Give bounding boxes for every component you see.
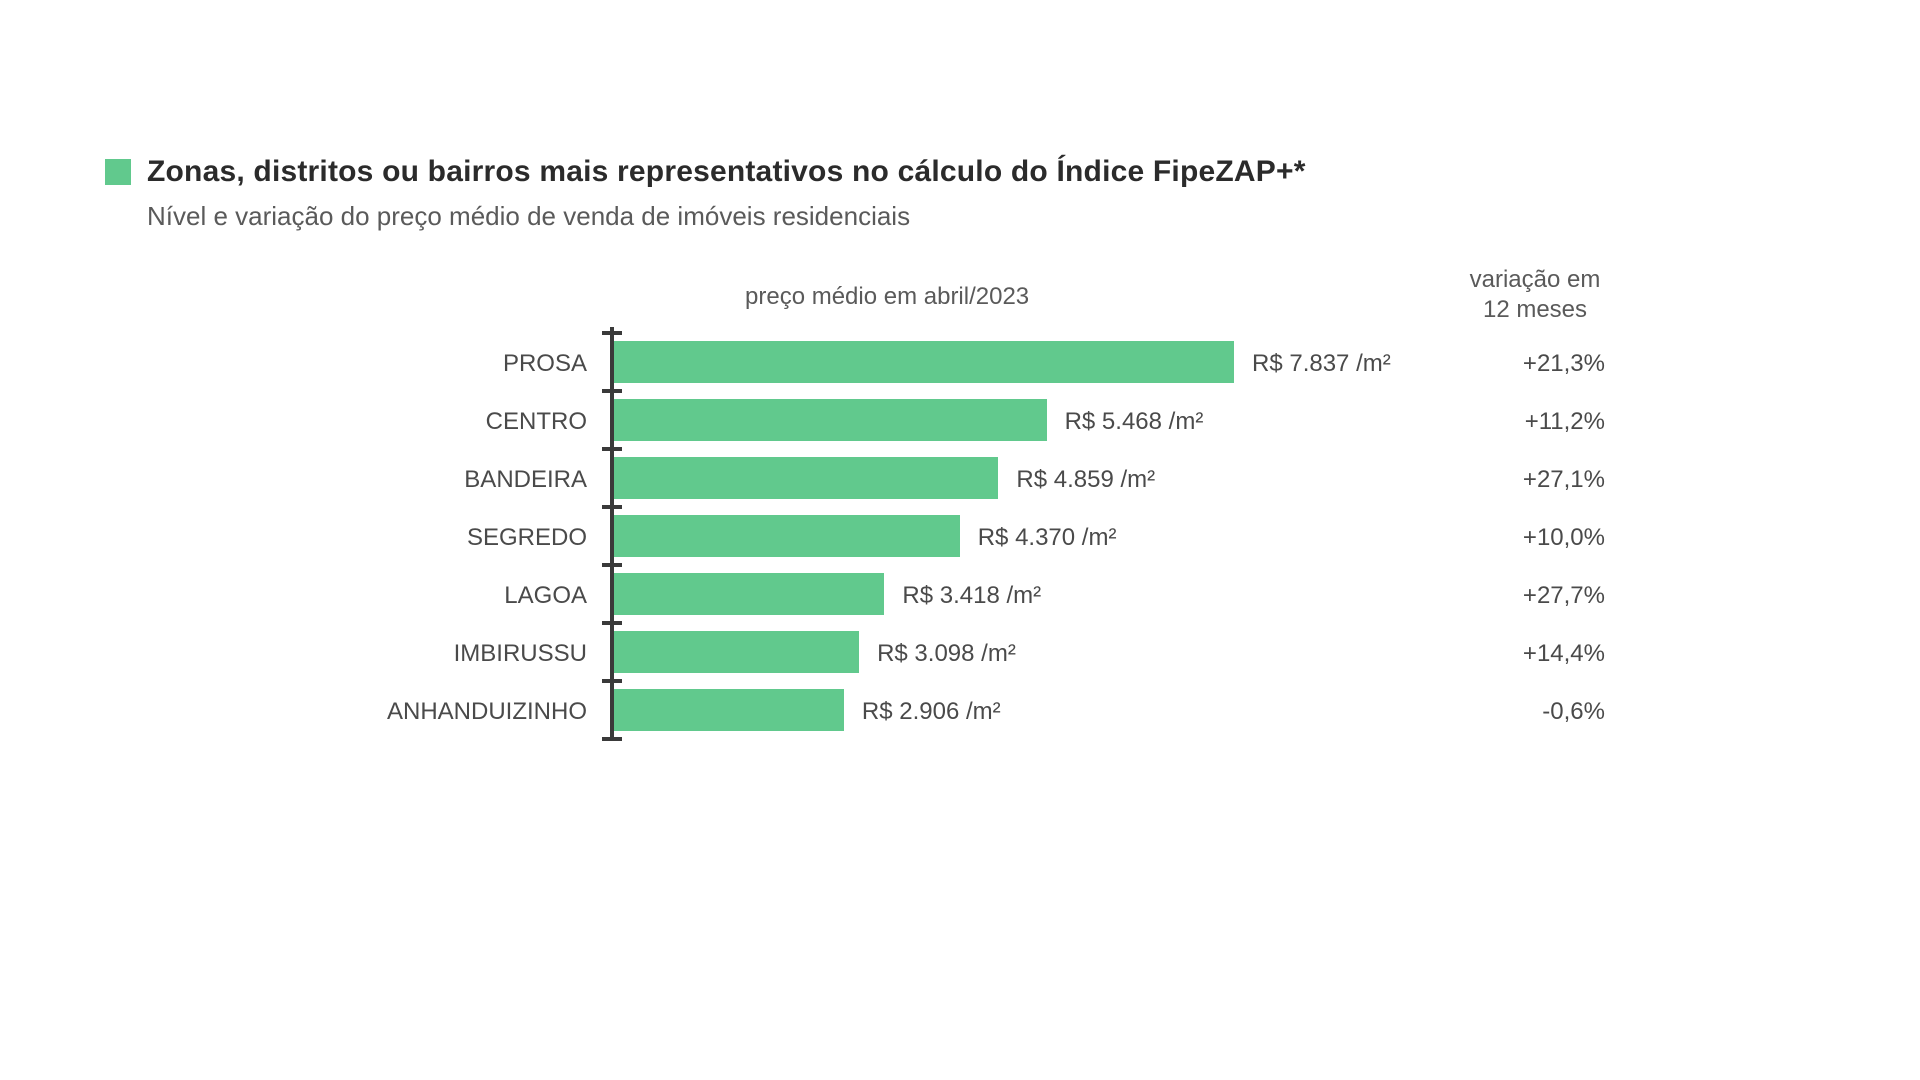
variation-label: +27,1% (1435, 451, 1635, 509)
value-label: R$ 3.418 /m² (902, 567, 1041, 625)
value-label: R$ 7.837 /m² (1252, 335, 1391, 393)
variation-label: -0,6% (1435, 683, 1635, 741)
variation-label: +21,3% (1435, 335, 1635, 393)
bar (614, 399, 1047, 441)
value-label: R$ 5.468 /m² (1065, 393, 1204, 451)
table-row: ANHANDUIZINHO R$ 2.906 /m² -0,6% (105, 683, 1675, 741)
table-row: SEGREDO R$ 4.370 /m² +10,0% (105, 509, 1675, 567)
category-label: SEGREDO (105, 509, 595, 567)
axis-tick (602, 447, 622, 451)
chart-subtitle: Nível e variação do preço médio de venda… (147, 201, 1675, 232)
category-label: BANDEIRA (105, 451, 595, 509)
bar (614, 631, 859, 673)
axis-tick (602, 679, 622, 683)
bar (614, 515, 960, 557)
variation-label: +27,7% (1435, 567, 1635, 625)
value-label: R$ 4.370 /m² (978, 509, 1117, 567)
category-label: PROSA (105, 335, 595, 393)
table-row: BANDEIRA R$ 4.859 /m² +27,1% (105, 451, 1675, 509)
table-row: PROSA R$ 7.837 /m² +21,3% (105, 335, 1675, 393)
value-label: R$ 3.098 /m² (877, 625, 1016, 683)
category-label: IMBIRUSSU (105, 625, 595, 683)
table-row: CENTRO R$ 5.468 /m² +11,2% (105, 393, 1675, 451)
axis-tick (602, 621, 622, 625)
category-label: ANHANDUIZINHO (105, 683, 595, 741)
header-block: Zonas, distritos ou bairros mais represe… (105, 155, 1675, 232)
column-headers: preço médio em abril/2023 variação em 12… (105, 265, 1675, 335)
variation-label: +11,2% (1435, 393, 1635, 451)
bar (614, 689, 844, 731)
variation-label: +14,4% (1435, 625, 1635, 683)
title-row: Zonas, distritos ou bairros mais represe… (105, 155, 1675, 189)
chart-title: Zonas, distritos ou bairros mais represe… (147, 155, 1306, 189)
axis-tick (602, 505, 622, 509)
category-label: CENTRO (105, 393, 595, 451)
plot-region: PROSA R$ 7.837 /m² +21,3% CENTRO R$ 5.468 /m… (105, 335, 1675, 741)
header-variation: variação em 12 meses (1435, 265, 1635, 325)
chart-area: preço médio em abril/2023 variação em 12… (105, 265, 1675, 741)
value-label: R$ 2.906 /m² (862, 683, 1001, 741)
axis-tick (602, 737, 622, 741)
table-row: IMBIRUSSU R$ 3.098 /m² +14,4% (105, 625, 1675, 683)
header-variation-line2: 12 meses (1483, 296, 1587, 323)
axis-tick (602, 389, 622, 393)
category-label: LAGOA (105, 567, 595, 625)
variation-label: +10,0% (1435, 509, 1635, 567)
bar (614, 341, 1234, 383)
table-row: LAGOA R$ 3.418 /m² +27,7% (105, 567, 1675, 625)
bar (614, 457, 998, 499)
bullet-icon (105, 159, 131, 185)
axis-tick (602, 563, 622, 567)
header-variation-line1: variação em (1470, 266, 1601, 293)
axis-tick (602, 331, 622, 335)
header-price: preço médio em abril/2023 (745, 283, 1029, 311)
value-label: R$ 4.859 /m² (1016, 451, 1155, 509)
bar (614, 573, 884, 615)
